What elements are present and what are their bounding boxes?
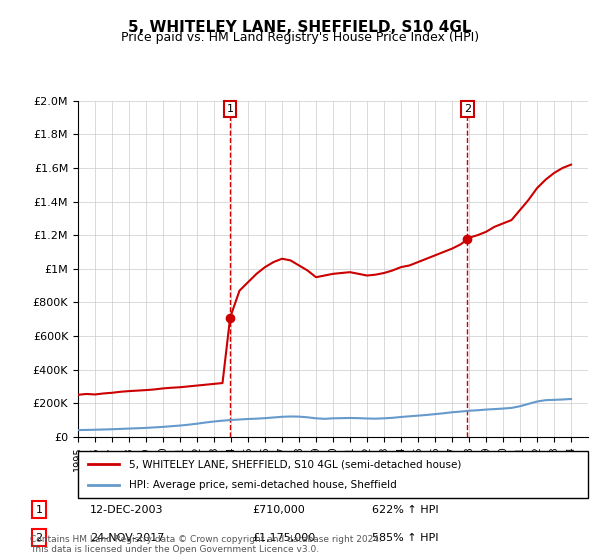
Text: 12-DEC-2003: 12-DEC-2003 [90,505,163,515]
Text: 585% ↑ HPI: 585% ↑ HPI [372,533,439,543]
Text: Price paid vs. HM Land Registry's House Price Index (HPI): Price paid vs. HM Land Registry's House … [121,31,479,44]
Text: £710,000: £710,000 [252,505,305,515]
Text: Contains HM Land Registry data © Crown copyright and database right 2024.
This d: Contains HM Land Registry data © Crown c… [30,535,382,554]
Text: £1,175,000: £1,175,000 [252,533,315,543]
Text: 1: 1 [35,505,43,515]
Text: 2: 2 [464,104,471,114]
Text: 2: 2 [35,533,43,543]
Text: 1: 1 [227,104,233,114]
Text: 24-NOV-2017: 24-NOV-2017 [90,533,164,543]
Text: 622% ↑ HPI: 622% ↑ HPI [372,505,439,515]
Text: 5, WHITELEY LANE, SHEFFIELD, S10 4GL: 5, WHITELEY LANE, SHEFFIELD, S10 4GL [128,20,472,35]
Text: 5, WHITELEY LANE, SHEFFIELD, S10 4GL (semi-detached house): 5, WHITELEY LANE, SHEFFIELD, S10 4GL (se… [129,459,461,469]
Text: HPI: Average price, semi-detached house, Sheffield: HPI: Average price, semi-detached house,… [129,480,397,490]
FancyBboxPatch shape [78,451,588,498]
